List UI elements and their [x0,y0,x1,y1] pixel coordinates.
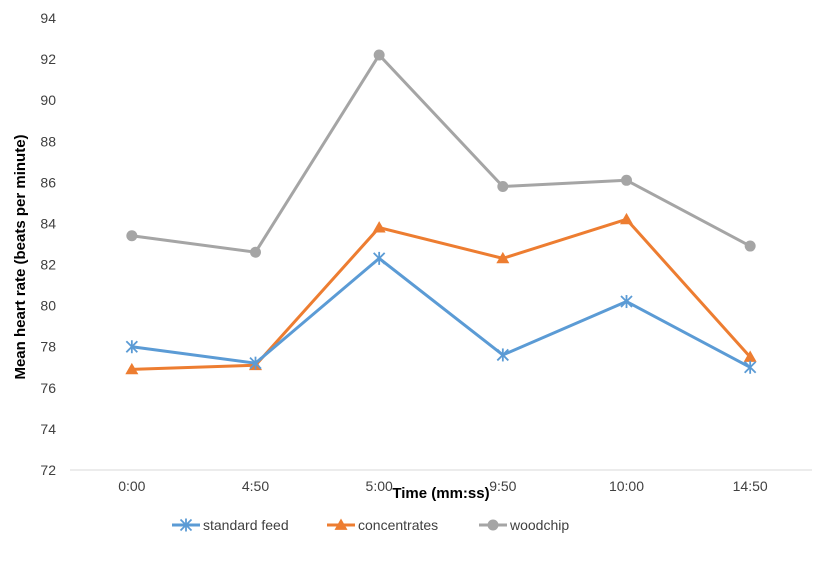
x-tick-label: 0:00 [118,478,145,494]
x-tick-label: 14:50 [733,478,768,494]
data-point-concentrates [620,212,633,225]
legend: standard feed concentrates woodchip [172,517,569,533]
data-point-concentrates [372,221,386,233]
legend-label-woodchip: woodchip [509,517,569,533]
series-line-standard-feed [131,256,751,369]
series-standard-feed [125,251,757,374]
y-axis-title: Mean heart rate (beats per minute) [12,134,29,379]
series-line-concentrates [131,217,752,371]
data-point-concentrates [743,350,757,362]
x-tick-label: 5:00 [366,478,393,494]
legend-label-concentrates: concentrates [358,517,438,533]
legend-marker-standard-feed [179,518,193,532]
y-tick-label: 82 [40,257,56,273]
y-tick-label: 92 [40,51,56,67]
x-axis-title: Time (mm:ss) [392,485,489,502]
data-point-concentrates [125,362,139,375]
data-point-standard-feed [249,356,262,370]
x-tick-label: 10:00 [609,478,644,494]
series-line-woodchip [131,53,751,254]
y-tick-label: 90 [40,92,56,108]
legend-marker-woodchip [487,519,499,531]
y-tick-label: 74 [40,421,56,437]
data-point-woodchip [497,180,509,192]
y-tick-label: 76 [40,380,56,396]
series-woodchip [126,49,756,258]
series-concentrates [125,212,757,375]
y-tick-label: 94 [40,10,56,26]
data-point-woodchip [126,230,138,242]
series-group [125,49,757,375]
y-tick-label: 88 [40,133,56,149]
data-point-standard-feed [744,360,757,374]
legend-marker-concentrates [334,518,348,530]
data-point-standard-feed [125,340,138,354]
data-point-woodchip [744,240,756,252]
legend-item-standard-feed: standard feed [172,517,289,533]
legend-label-standard-feed: standard feed [203,517,289,533]
data-point-standard-feed [373,251,386,265]
data-point-standard-feed [496,348,509,362]
y-tick-label: 80 [40,298,56,314]
data-point-woodchip [250,246,261,258]
y-tick-label: 84 [40,215,56,231]
data-point-woodchip [621,174,632,186]
y-tick-label: 86 [40,174,56,190]
y-tick-label: 72 [40,462,56,478]
x-tick-label: 4:50 [242,478,269,494]
y-axis-ticks: 72 74 76 78 80 82 84 86 88 90 92 94 [40,10,56,478]
data-point-concentrates [496,251,510,264]
x-tick-label: 9:50 [489,478,516,494]
y-tick-label: 78 [40,339,56,355]
legend-item-woodchip: woodchip [479,517,569,533]
data-point-standard-feed [620,295,633,309]
data-point-woodchip [373,49,385,61]
x-axis-ticks: 0:00 4:50 5:00 9:50 10:00 14:50 [118,478,768,494]
legend-item-concentrates: concentrates [327,517,438,533]
